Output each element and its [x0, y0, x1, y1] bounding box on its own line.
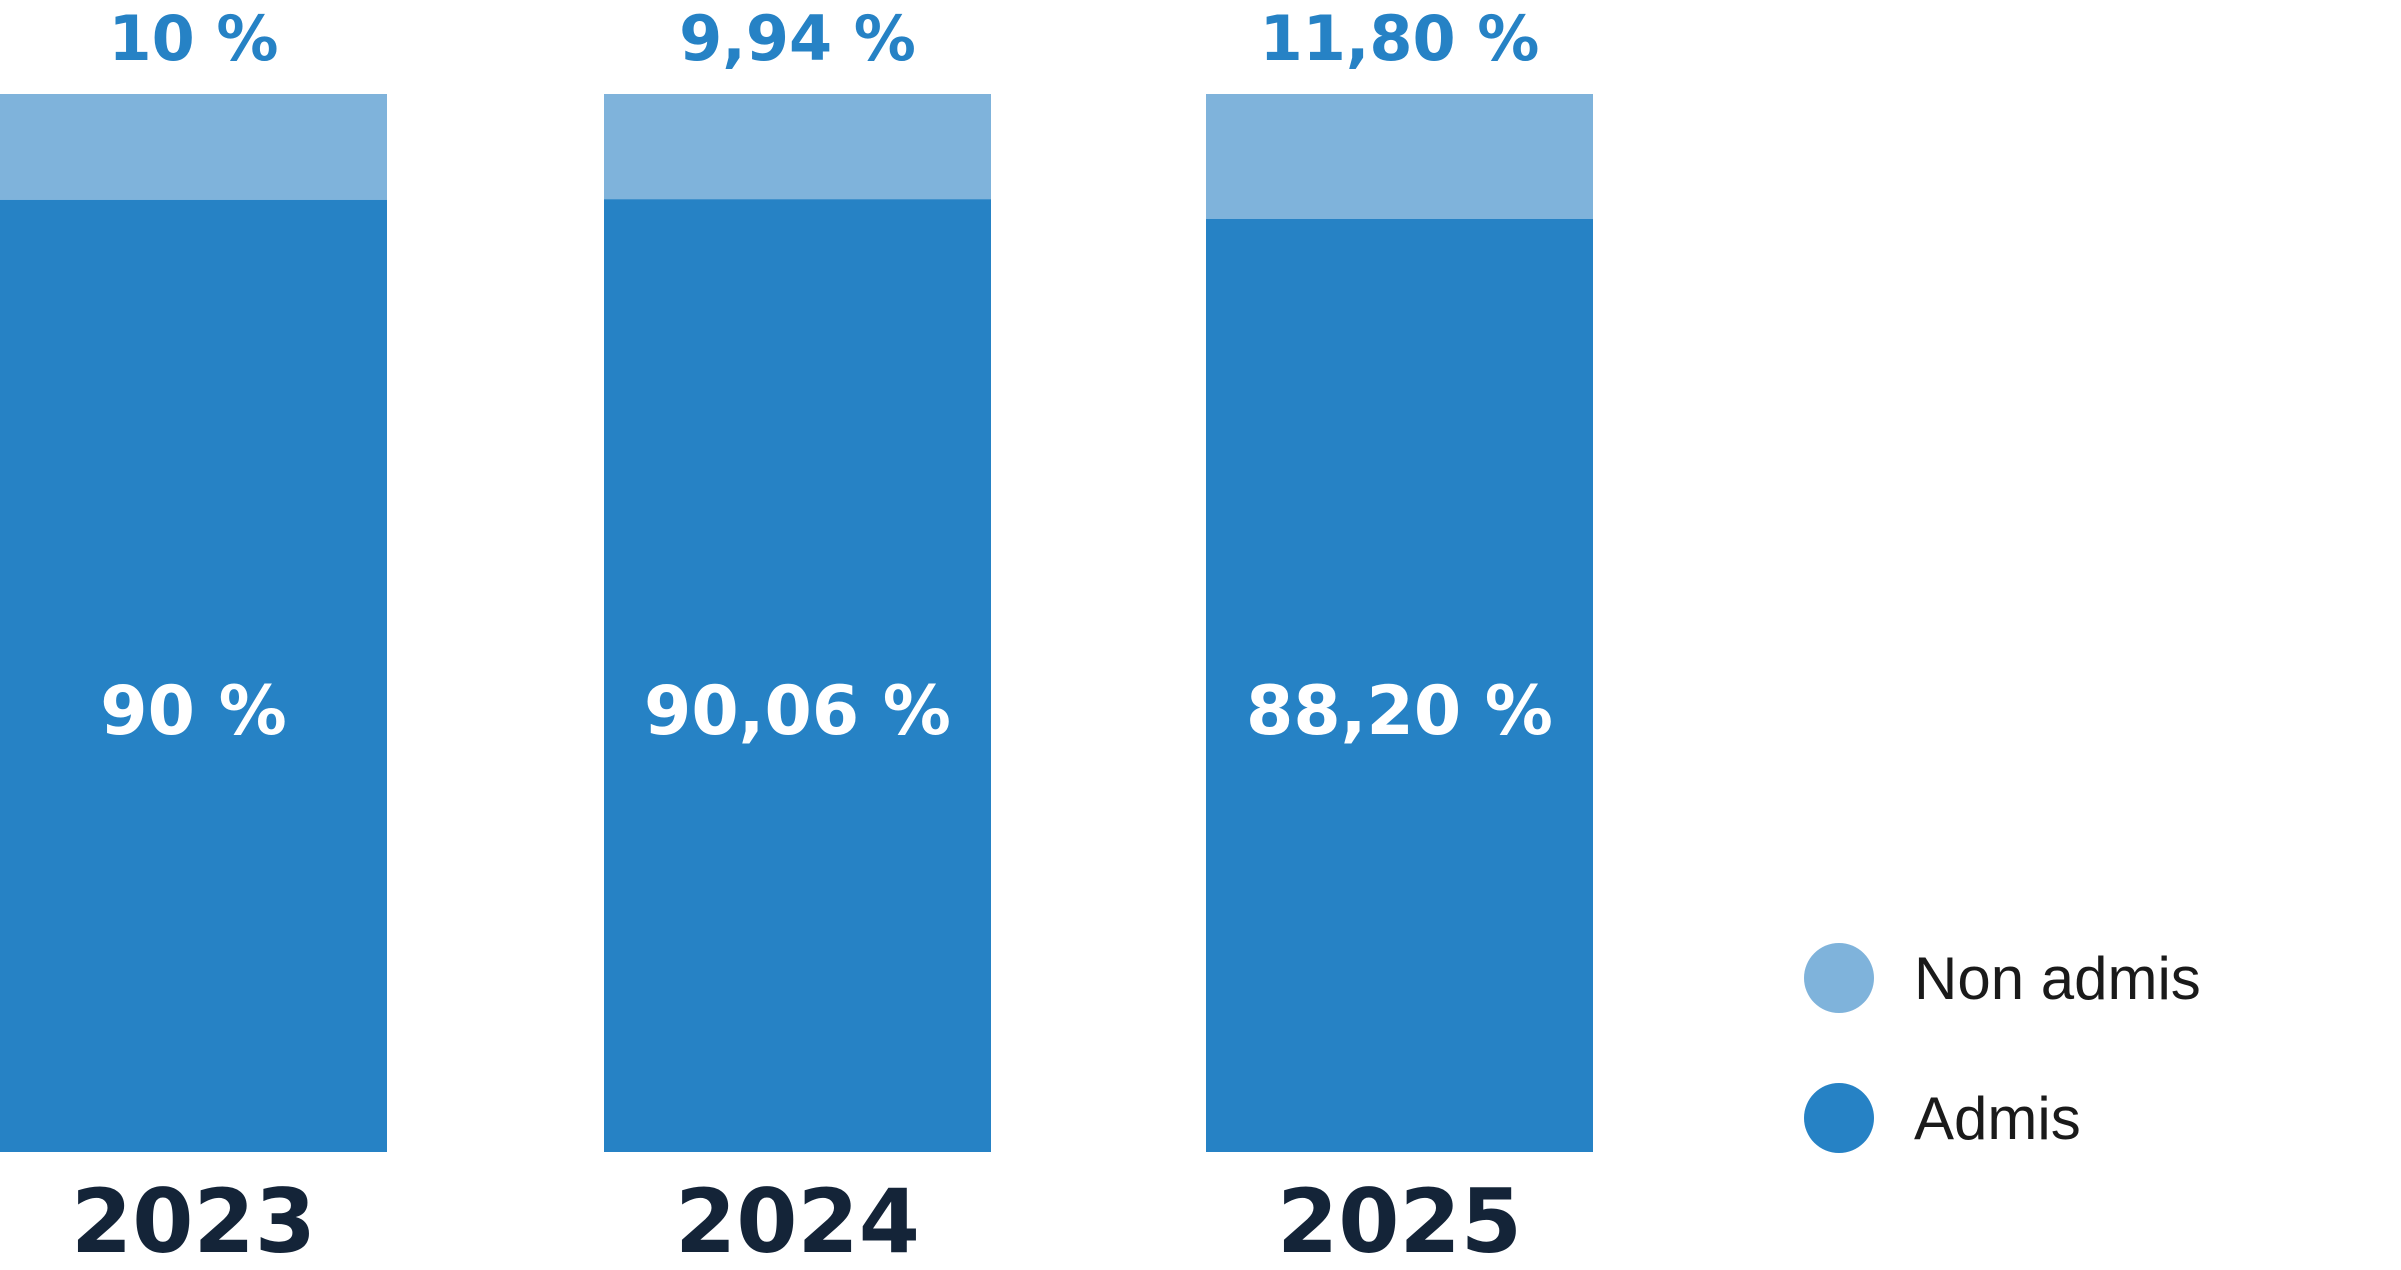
legend-label-admis: Admis: [1914, 1085, 2081, 1152]
data-label-non-admis-2024: 9,94 %: [679, 2, 916, 75]
labels-layer: 10 % 90 % 2023 9,94 % 90,06 % 2024 11,80 % 88,2…: [71, 2, 1553, 1270]
legend-marker-admis: [1804, 1083, 1874, 1153]
category-label-2025: 2025: [1277, 1170, 1522, 1270]
legend-marker-non-admis: [1804, 943, 1874, 1013]
bar-segment-non-admis-2025: [1206, 94, 1593, 219]
bar-segment-non-admis-2023: [0, 94, 387, 200]
category-label-2024: 2024: [675, 1170, 920, 1270]
data-label-admis-2025: 88,20 %: [1246, 672, 1553, 751]
bar-segment-non-admis-2024: [604, 94, 991, 200]
data-label-admis-2024: 90,06 %: [644, 672, 951, 751]
data-label-non-admis-2023: 10 %: [109, 2, 279, 75]
data-label-admis-2023: 90 %: [100, 672, 286, 751]
legend-label-non-admis: Non admis: [1914, 945, 2201, 1012]
legend: Non admis Admis: [1804, 943, 2201, 1153]
bars-layer: [0, 94, 1593, 1153]
bar-segment-admis-2025: [1206, 218, 1593, 1152]
data-label-non-admis-2025: 11,80 %: [1260, 2, 1540, 75]
category-label-2023: 2023: [71, 1170, 316, 1270]
bar-segment-admis-2024: [604, 199, 991, 1152]
bar-segment-admis-2023: [0, 199, 387, 1153]
